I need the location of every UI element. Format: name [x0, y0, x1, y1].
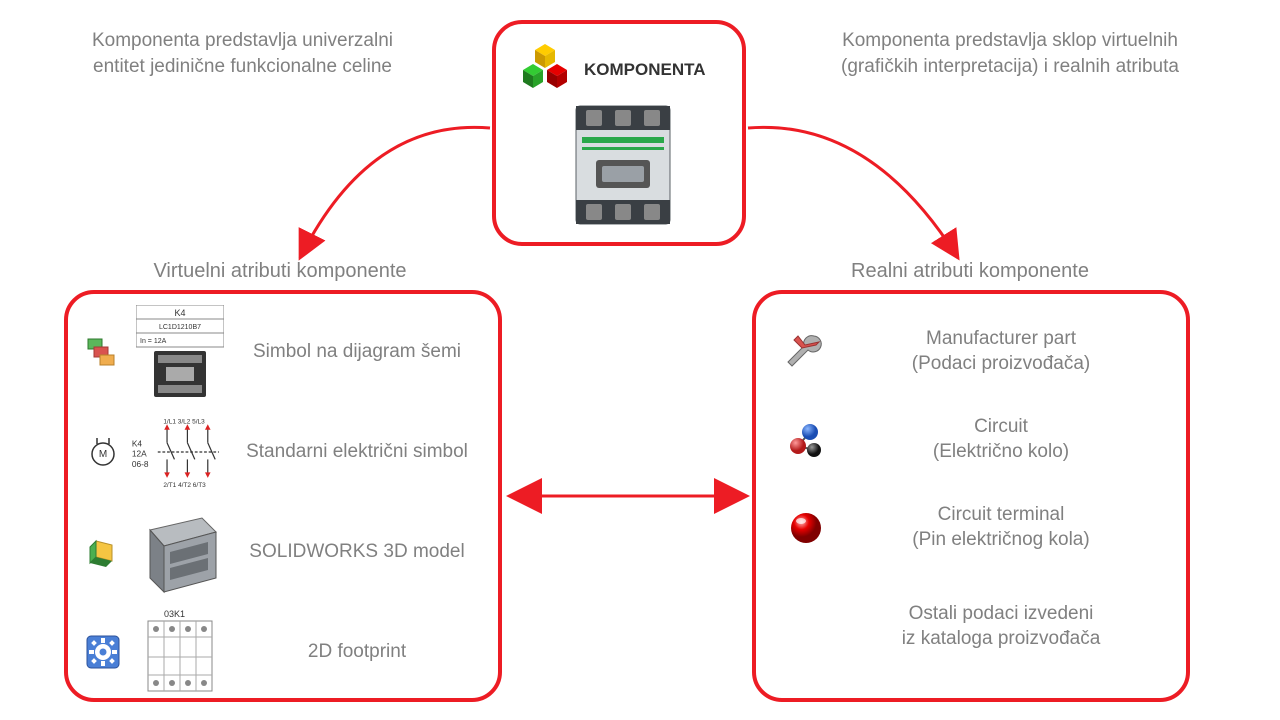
double-arrow — [0, 0, 1280, 720]
